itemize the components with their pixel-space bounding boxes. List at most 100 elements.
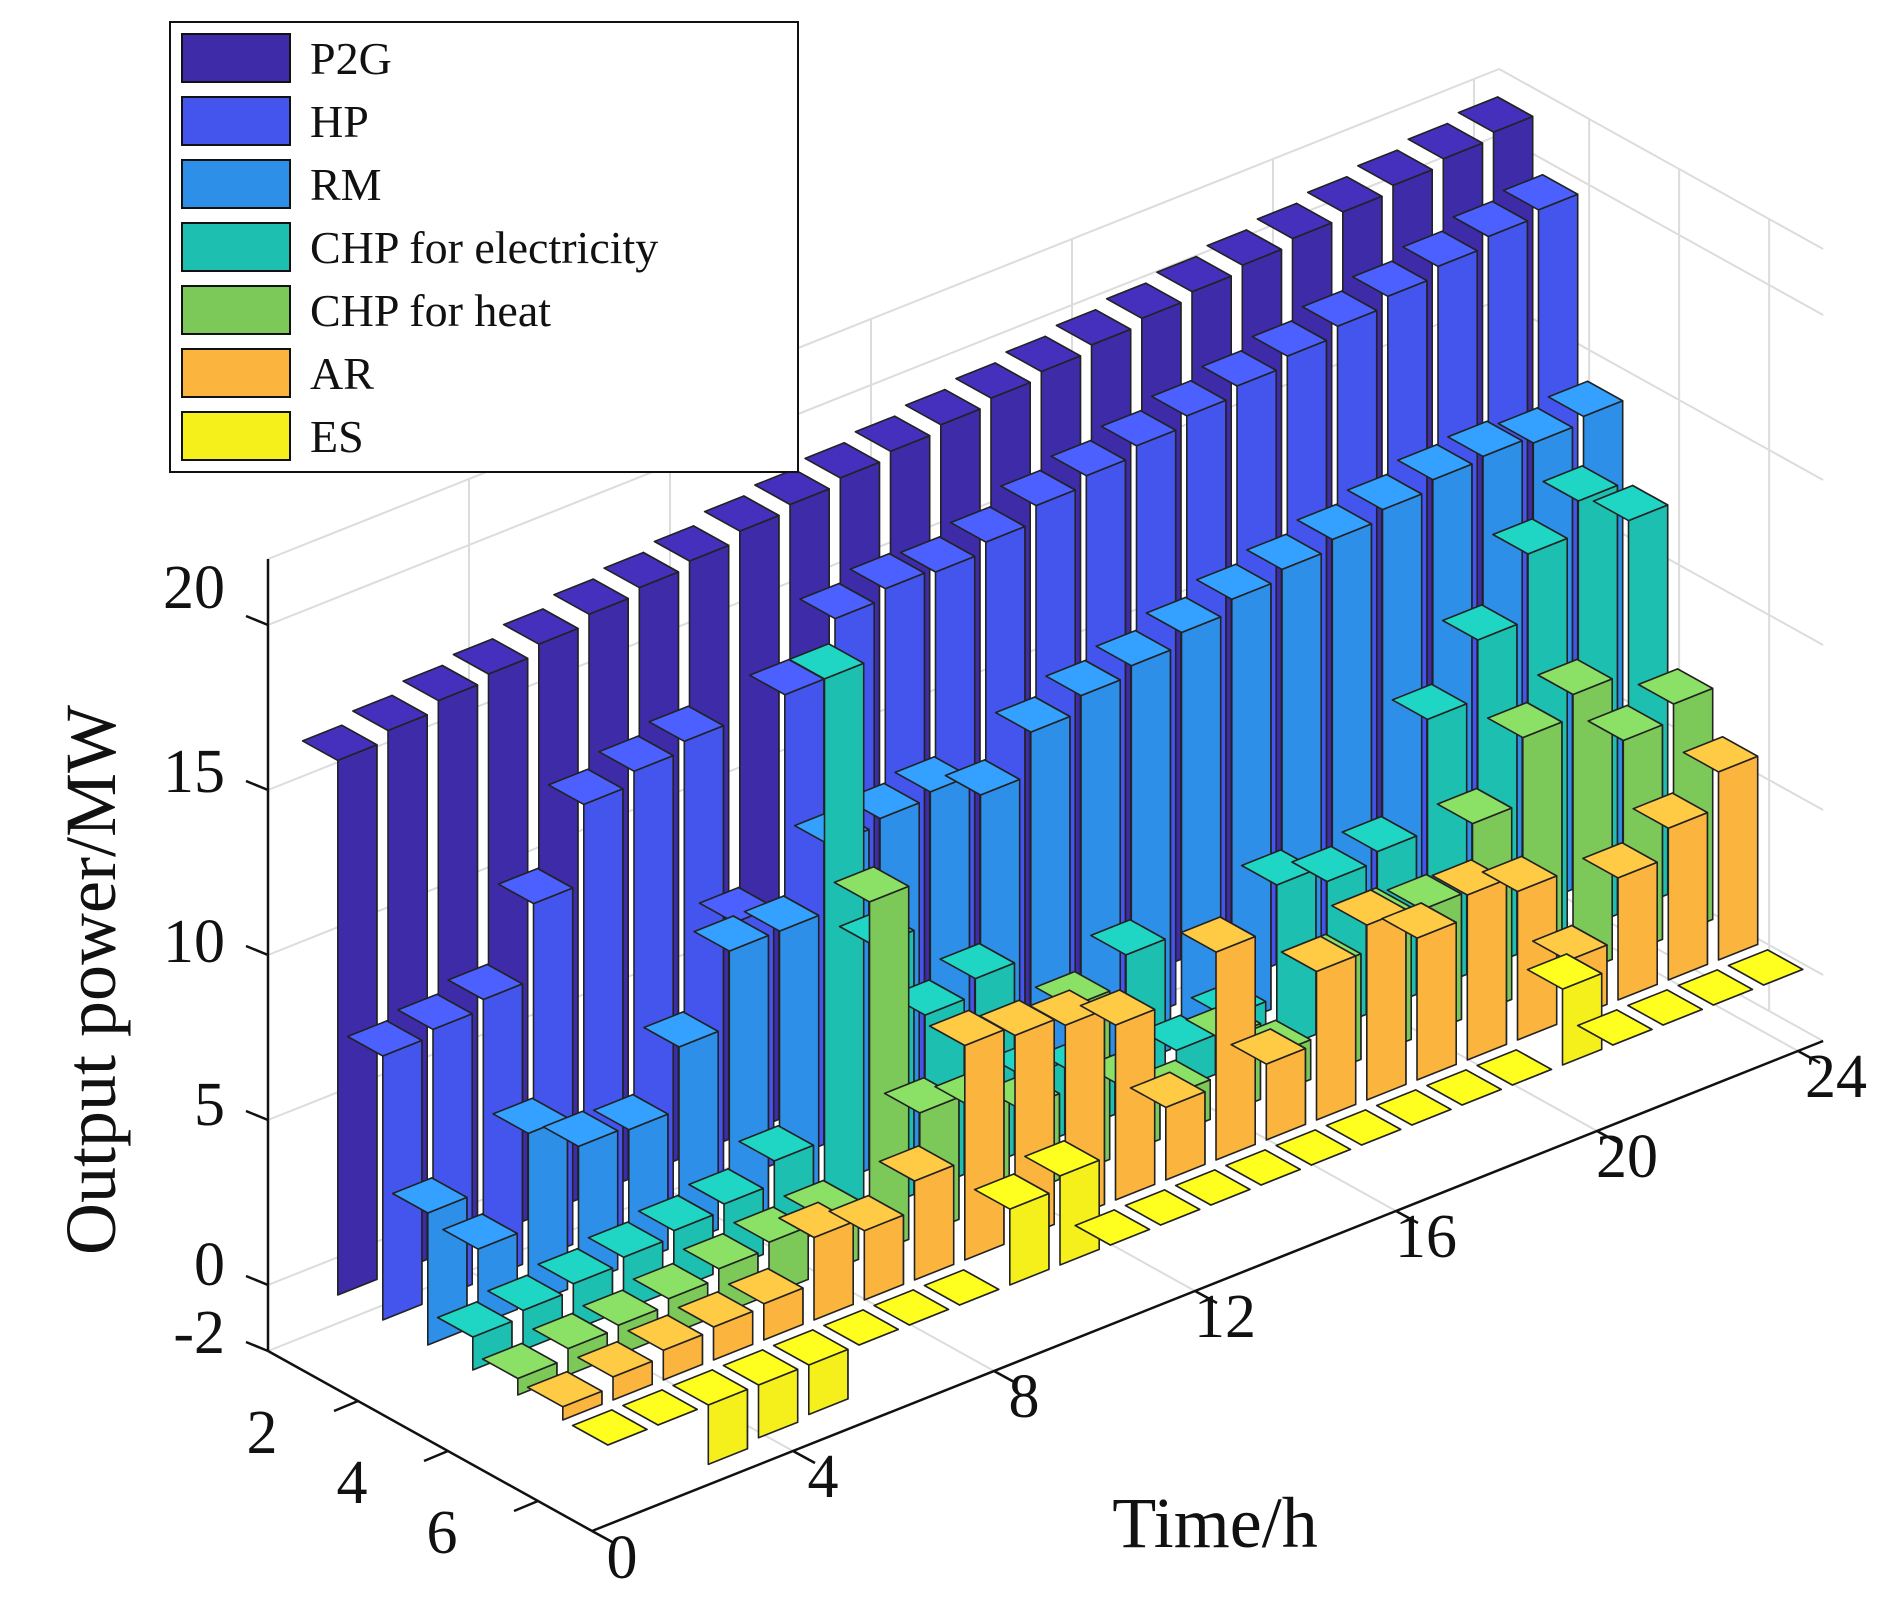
bar-ar (627, 1314, 704, 1381)
x-tick-label: 20 (1596, 1123, 1658, 1191)
legend-swatch-chp-heat (181, 285, 291, 335)
x-tick (1194, 1289, 1218, 1305)
bar-es (772, 1329, 849, 1416)
x-tick-label: 16 (1395, 1203, 1457, 1271)
bar-ar (526, 1370, 603, 1421)
x-tick-labels: 0 4 8 12 16 20 24 (607, 1043, 1868, 1592)
legend-label: RM (310, 159, 382, 210)
legend-item: HP (181, 96, 369, 147)
x-tick (993, 1369, 1017, 1385)
x-tick (591, 1529, 615, 1545)
bar-ar (577, 1341, 654, 1401)
bar-es (923, 1269, 1000, 1306)
x-tick (792, 1449, 816, 1465)
x-tick-label: 4 (808, 1443, 839, 1511)
legend: P2G HP RM CHP for electricity CHP for he… (169, 21, 799, 473)
legend-label: HP (310, 96, 369, 147)
legend-item: AR (181, 348, 374, 399)
bar-es (1627, 989, 1703, 1026)
z-tick-label: -2 (173, 1299, 225, 1367)
bar-es (873, 1289, 950, 1326)
bar-rm (643, 1011, 720, 1246)
bars (301, 96, 1804, 1466)
x-tick (1395, 1209, 1419, 1225)
bar-ar (677, 1291, 754, 1361)
bar-ar (1582, 841, 1658, 1001)
legend-swatch-p2g (181, 33, 291, 83)
z-tick-label: 10 (163, 908, 225, 976)
grid-line (267, 68, 1500, 560)
depth-tick-label: 6 (427, 1499, 458, 1567)
x-tick-label: 12 (1194, 1283, 1256, 1351)
bar-es (722, 1349, 799, 1439)
bar-es (1124, 1189, 1201, 1226)
bar-es (571, 1409, 648, 1446)
bar-es (622, 1389, 699, 1426)
axes: 20 15 10 5 0 -2 0 4 8 12 16 20 24 2 4 6 … (51, 554, 1867, 1592)
bar-ar (878, 1145, 955, 1281)
depth-tick-label: 4 (337, 1449, 368, 1517)
bar-es (1325, 1109, 1402, 1146)
legend-label: CHP for heat (310, 285, 551, 336)
depth-tick-label: 2 (247, 1399, 278, 1467)
z-tick-label: 0 (194, 1231, 225, 1299)
legend-item: CHP for electricity (181, 222, 658, 273)
bar-ar (828, 1194, 905, 1301)
legend-label: ES (310, 411, 364, 462)
depth-tick (423, 1449, 449, 1463)
bar-es (1074, 1209, 1151, 1246)
x-tick-label: 24 (1805, 1043, 1867, 1111)
z-tick (245, 1109, 269, 1122)
z-tick (245, 1274, 269, 1287)
x-axis-line (591, 1039, 1824, 1533)
bar-es (1727, 949, 1804, 986)
bar-ar (1682, 735, 1759, 961)
bar-p2g (301, 724, 378, 1296)
bar-rm (1195, 563, 1272, 1026)
legend-label: CHP for electricity (310, 222, 658, 273)
bar-hp (346, 1020, 423, 1321)
legend-label: AR (310, 348, 374, 399)
z-tick-labels: 20 15 10 5 0 -2 (163, 554, 225, 1367)
depth-tick (513, 1499, 539, 1513)
z-tick (245, 614, 269, 627)
legend-swatch-chp-electricity (181, 222, 291, 272)
legend-swatch-ar (181, 348, 291, 398)
z-tick (245, 779, 269, 792)
z-tick-label: 5 (194, 1071, 225, 1139)
legend-item: CHP for heat (181, 285, 551, 336)
bar-rm (391, 1177, 468, 1346)
bar-ar (1431, 859, 1508, 1061)
y-axis-title: Output power/MW (51, 705, 131, 1255)
legend-item: ES (181, 411, 364, 462)
bar-ar (1129, 1071, 1206, 1181)
bar-chp-for-electricity (436, 1301, 513, 1371)
bar-es (823, 1309, 900, 1346)
bar-es (973, 1173, 1050, 1286)
legend-swatch-hp (181, 96, 291, 146)
bar-es (1576, 1009, 1653, 1046)
bar-ar (1230, 1028, 1307, 1141)
legend-swatch-rm (181, 159, 291, 209)
bar-ar (1180, 916, 1256, 1161)
bar-es (1174, 1169, 1251, 1206)
bar-es (1275, 1129, 1352, 1166)
bar-ar (727, 1267, 804, 1341)
bar-rm (743, 895, 820, 1206)
z-tick-label: 15 (163, 738, 225, 806)
legend-swatch-es (181, 411, 291, 461)
grid-line (1498, 68, 1824, 250)
depth-tick-labels: 2 4 6 (247, 1399, 458, 1567)
bar-es (1476, 1049, 1553, 1086)
z-tick (245, 1340, 269, 1353)
x-tick (1596, 1129, 1620, 1145)
x-axis-title: Time/h (1112, 1483, 1317, 1563)
x-tick-label: 0 (607, 1524, 638, 1592)
legend-label: P2G (310, 33, 392, 84)
z-tick-label: 20 (163, 554, 225, 622)
legend-item: RM (181, 159, 382, 210)
x-tick (1797, 1049, 1821, 1065)
bar-es (672, 1369, 749, 1466)
bar-es (1677, 969, 1754, 1006)
